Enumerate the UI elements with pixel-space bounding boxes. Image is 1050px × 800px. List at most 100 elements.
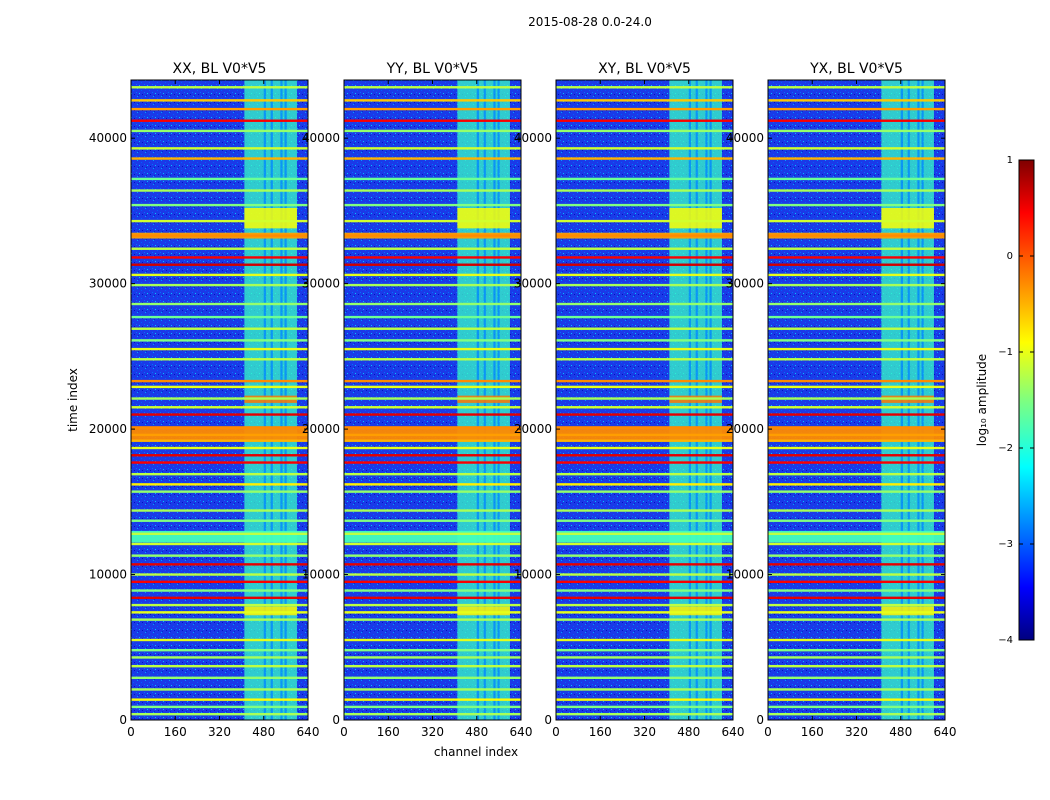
y-tick-label: 30000 bbox=[302, 277, 340, 291]
flag-row-49 bbox=[131, 611, 308, 614]
flag-row-43 bbox=[556, 563, 733, 566]
flag-row-2 bbox=[768, 99, 945, 102]
x-tick-label: 320 bbox=[633, 725, 656, 739]
flag-row-47 bbox=[344, 596, 521, 600]
flag-row-16 bbox=[131, 273, 308, 277]
flag-row-30 bbox=[768, 433, 945, 437]
panel-2: YY, BL V0*V5 0 160 320 480 640 0 10000 20000 3000… bbox=[302, 61, 533, 739]
flag-row-19 bbox=[556, 315, 733, 319]
x-tick-label: 0 bbox=[340, 725, 348, 739]
y-tick-label: 40000 bbox=[89, 131, 127, 145]
flag-row-25 bbox=[768, 385, 945, 389]
y-tick-label: 0 bbox=[332, 713, 340, 727]
x-tick-label: 640 bbox=[934, 725, 957, 739]
flag-row-26 bbox=[556, 397, 733, 400]
flag-row-34 bbox=[556, 461, 733, 464]
rfi-bright-block-3 bbox=[244, 208, 297, 229]
flag-row-56 bbox=[556, 688, 733, 691]
flag-row-8 bbox=[556, 177, 733, 181]
flag-row-22 bbox=[556, 347, 733, 351]
flag-row-57 bbox=[556, 698, 733, 701]
panel-3: XY, BL V0*V5 0 160 320 480 640 0 10000 20000 3000… bbox=[514, 61, 745, 739]
flag-row-4 bbox=[131, 119, 308, 122]
flag-row-50 bbox=[768, 618, 945, 621]
flag-row-59 bbox=[556, 712, 733, 716]
flag-row-57 bbox=[131, 698, 308, 701]
rfi-bright-block-2 bbox=[244, 606, 297, 616]
flag-row-17 bbox=[768, 283, 945, 287]
flag-row-33 bbox=[344, 454, 521, 457]
x-tick-label: 0 bbox=[127, 725, 135, 739]
flag-row-39 bbox=[344, 519, 521, 522]
flag-row-23 bbox=[556, 358, 733, 361]
wide-flag-band-1 bbox=[556, 426, 733, 441]
rfi-bright-block-2 bbox=[457, 606, 510, 616]
x-tick-label: 160 bbox=[589, 725, 612, 739]
flag-row-12 bbox=[556, 234, 733, 237]
flag-row-43 bbox=[131, 563, 308, 566]
flag-row-38 bbox=[556, 509, 733, 512]
flag-row-51 bbox=[556, 638, 733, 642]
wide-flag-band-3 bbox=[768, 530, 945, 543]
flag-row-35 bbox=[556, 472, 733, 476]
y-tick-label: 30000 bbox=[726, 277, 764, 291]
y-tick-label: 10000 bbox=[302, 568, 340, 582]
flag-row-57 bbox=[344, 698, 521, 701]
flag-row-48 bbox=[344, 603, 521, 607]
flag-row-33 bbox=[131, 454, 308, 457]
flag-row-54 bbox=[768, 664, 945, 668]
flag-row-50 bbox=[344, 618, 521, 621]
wide-flag-band-1 bbox=[131, 426, 308, 441]
flag-row-38 bbox=[344, 509, 521, 512]
flag-row-31 bbox=[344, 439, 521, 442]
flag-row-41 bbox=[131, 542, 308, 546]
flag-row-25 bbox=[131, 385, 308, 389]
flag-row-18 bbox=[344, 302, 521, 306]
flag-row-21 bbox=[768, 339, 945, 342]
flag-row-36 bbox=[131, 483, 308, 486]
colorbar-tick-label: 1 bbox=[1007, 155, 1013, 166]
flag-row-29 bbox=[131, 426, 308, 429]
flag-row-28 bbox=[768, 413, 945, 416]
flag-row-43 bbox=[768, 563, 945, 566]
flag-row-22 bbox=[131, 347, 308, 351]
flag-row-48 bbox=[556, 603, 733, 607]
x-tick-label: 160 bbox=[377, 725, 400, 739]
flag-row-21 bbox=[556, 339, 733, 342]
flag-row-43 bbox=[344, 563, 521, 566]
x-tick-label: 480 bbox=[677, 725, 700, 739]
wide-flag-band-3 bbox=[344, 530, 521, 543]
y-tick-label: 30000 bbox=[89, 277, 127, 291]
flag-row-47 bbox=[131, 596, 308, 600]
flag-row-53 bbox=[556, 656, 733, 659]
flag-row-14 bbox=[344, 256, 521, 259]
flag-row-33 bbox=[556, 454, 733, 457]
flag-row-53 bbox=[131, 656, 308, 659]
flag-row-54 bbox=[344, 664, 521, 668]
flag-row-56 bbox=[344, 688, 521, 691]
flag-row-28 bbox=[556, 413, 733, 416]
y-tick-label: 30000 bbox=[514, 277, 552, 291]
flag-row-32 bbox=[344, 446, 521, 450]
flag-row-37 bbox=[344, 490, 521, 493]
flag-row-52 bbox=[131, 648, 308, 652]
flag-row-26 bbox=[131, 397, 308, 400]
flag-row-1 bbox=[344, 86, 521, 89]
flag-row-37 bbox=[556, 490, 733, 493]
colorbar-ticks: 1 0 −1 −2 −3 −4 bbox=[998, 155, 1034, 646]
flag-row-20 bbox=[344, 327, 521, 330]
flag-row-45 bbox=[344, 580, 521, 584]
rfi-bright-block-3 bbox=[669, 208, 722, 229]
flag-row-49 bbox=[556, 611, 733, 614]
flag-row-10 bbox=[344, 203, 521, 207]
flag-row-54 bbox=[131, 664, 308, 668]
flag-row-8 bbox=[344, 177, 521, 181]
flag-row-4 bbox=[768, 119, 945, 122]
flag-row-30 bbox=[131, 433, 308, 437]
y-tick-label: 20000 bbox=[89, 422, 127, 436]
flag-row-53 bbox=[344, 656, 521, 659]
flag-row-25 bbox=[344, 385, 521, 389]
flag-row-10 bbox=[131, 203, 308, 207]
flag-row-42 bbox=[131, 554, 308, 557]
flag-row-36 bbox=[556, 483, 733, 486]
